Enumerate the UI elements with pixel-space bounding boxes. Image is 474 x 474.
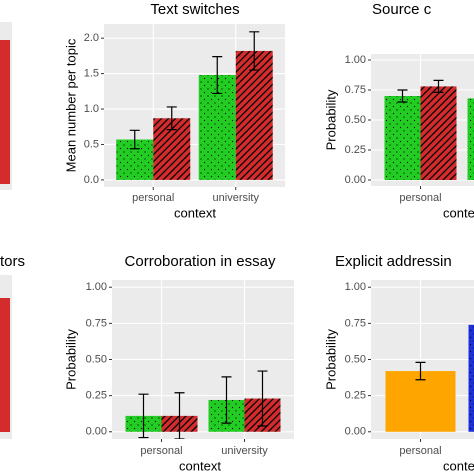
bar: [235, 50, 273, 180]
y-axis-label: Probability: [63, 329, 78, 390]
x-axis-label: context: [179, 458, 221, 473]
partial-bar: [0, 40, 10, 184]
x-tick-label: personal: [140, 445, 182, 457]
chart-title: tors: [0, 253, 25, 270]
bar: [385, 371, 456, 432]
y-tick-label: 0.75: [345, 317, 366, 329]
bars: [116, 31, 273, 180]
chart-title: Text switches: [150, 1, 239, 18]
y-tick-label: 0.25: [345, 144, 366, 156]
error-bar: [433, 79, 444, 93]
bar: [384, 96, 421, 180]
y-tick-label: 0.75: [345, 84, 366, 96]
bars: [125, 370, 281, 439]
bars: [385, 324, 474, 432]
y-tick-label: 1.00: [86, 281, 107, 293]
error-bar: [166, 106, 177, 131]
x-tick-label: personal: [399, 445, 441, 457]
y-tick-label: 0.50: [345, 114, 366, 126]
y-tick-label: 0.50: [86, 353, 107, 365]
error-bar: [397, 89, 408, 103]
x-axis-label: context: [174, 205, 216, 220]
error-bar: [174, 392, 185, 439]
error-bar: [415, 361, 426, 381]
error-bar: [249, 31, 260, 71]
chart-title: Source c: [372, 1, 432, 18]
error-bar: [257, 370, 268, 427]
x-tick-label: personal: [132, 192, 174, 204]
chart-title: Explicit addressin: [335, 253, 452, 270]
bars: [384, 79, 474, 180]
y-axis-label: Mean number per topic: [63, 38, 78, 172]
bar: [420, 86, 457, 180]
y-tick-label: 0.00: [345, 426, 366, 438]
x-axis-label: conte: [443, 458, 474, 473]
y-tick-label: 0.0: [84, 174, 99, 186]
y-tick-label: 1.0: [84, 103, 99, 115]
error-bar: [129, 129, 140, 150]
error-bar: [221, 376, 232, 424]
x-tick-label: personal: [399, 192, 441, 204]
y-tick-label: 1.00: [345, 54, 366, 66]
error-bar: [138, 393, 149, 439]
y-tick-label: 0.25: [86, 390, 107, 402]
bar: [467, 98, 474, 180]
y-tick-label: 2.0: [84, 32, 99, 44]
partial-bar: [0, 298, 10, 432]
y-tick-label: 0.25: [345, 390, 366, 402]
x-axis-label: conte: [443, 205, 474, 220]
error-bar: [212, 56, 223, 95]
y-tick-label: 0.00: [345, 174, 366, 186]
chart-title: Corroboration in essay: [125, 253, 276, 270]
y-axis-label: Probability: [323, 329, 338, 390]
y-tick-label: 0.5: [84, 138, 99, 150]
x-tick-label: university: [213, 192, 260, 204]
y-tick-label: 1.00: [345, 281, 366, 293]
y-axis-label: Probability: [323, 89, 338, 150]
y-tick-label: 0.50: [345, 353, 366, 365]
y-tick-label: 0.00: [86, 426, 107, 438]
x-tick-label: university: [221, 445, 268, 457]
y-tick-label: 1.5: [84, 68, 99, 80]
y-tick-label: 0.75: [86, 317, 107, 329]
bar: [468, 324, 474, 432]
